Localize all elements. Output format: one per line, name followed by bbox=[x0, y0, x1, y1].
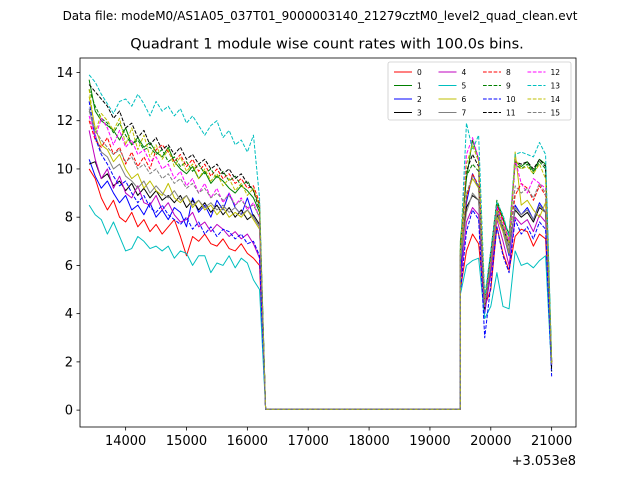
legend-label-13: 13 bbox=[551, 81, 561, 90]
series-line-15 bbox=[88, 110, 553, 410]
y-tick-label: 2 bbox=[65, 355, 73, 370]
chart-title: Quadrant 1 module wise count rates with … bbox=[130, 37, 524, 53]
legend-label-14: 14 bbox=[551, 95, 561, 104]
legend-label-0: 0 bbox=[417, 68, 422, 77]
y-tick-label: 14 bbox=[56, 66, 73, 81]
legend-label-5: 5 bbox=[462, 81, 467, 90]
x-tick-label: 17000 bbox=[288, 434, 329, 449]
x-tick-label: 21000 bbox=[531, 434, 572, 449]
x-tick-label: 16000 bbox=[227, 434, 268, 449]
legend-label-10: 10 bbox=[506, 95, 516, 104]
x-tick-label: 19000 bbox=[409, 434, 450, 449]
plot-area: 14000 15000 16000 17000 18000 19000 20000 21000… bbox=[56, 57, 577, 469]
y-tick-label: 6 bbox=[65, 259, 73, 274]
y-tick-label: 12 bbox=[56, 114, 73, 129]
legend-label-12: 12 bbox=[551, 68, 561, 77]
legend-frame bbox=[387, 61, 572, 121]
axes-frame bbox=[79, 57, 577, 428]
legend-label-2: 2 bbox=[417, 95, 422, 104]
legend-label-1: 1 bbox=[417, 81, 422, 90]
legend-label-11: 11 bbox=[506, 108, 516, 117]
series-line-14 bbox=[88, 89, 553, 410]
y-tick-label: 10 bbox=[56, 162, 73, 177]
legend-label-3: 3 bbox=[417, 108, 422, 117]
legend-label-6: 6 bbox=[462, 95, 467, 104]
chart-suptitle: Data file: modeM0/AS1A05_037T01_90000031… bbox=[63, 9, 578, 23]
legend-label-15: 15 bbox=[551, 108, 561, 117]
x-offset-label: +3.053e8 bbox=[512, 454, 576, 469]
x-tick-label: 20000 bbox=[470, 434, 511, 449]
series-lines bbox=[88, 74, 553, 410]
x-tick-label: 15000 bbox=[166, 434, 207, 449]
legend-label-8: 8 bbox=[506, 68, 511, 77]
series-line-11 bbox=[88, 84, 553, 410]
legend-label-9: 9 bbox=[506, 81, 511, 90]
y-tick-label: 8 bbox=[65, 211, 73, 226]
y-tick-label: 0 bbox=[65, 404, 73, 419]
legend-label-7: 7 bbox=[462, 108, 467, 117]
y-tick-label: 4 bbox=[65, 307, 73, 322]
x-tick-label: 14000 bbox=[105, 434, 146, 449]
x-tick-label: 18000 bbox=[348, 434, 389, 449]
legend-label-4: 4 bbox=[462, 68, 467, 77]
